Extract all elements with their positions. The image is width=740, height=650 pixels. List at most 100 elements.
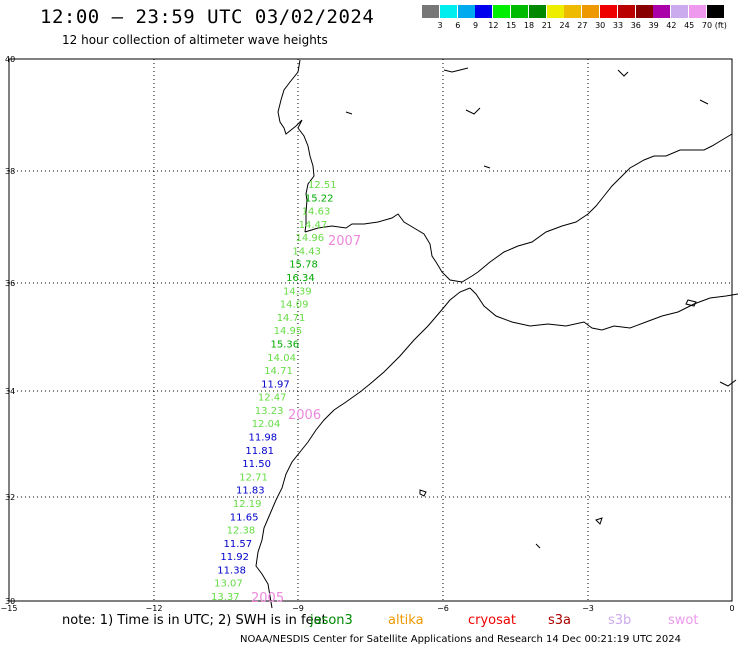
legend-label: 33	[612, 21, 624, 30]
legend-label: 3	[437, 21, 443, 30]
wave-height-label: 13.07	[214, 579, 243, 590]
legend-swatch	[689, 5, 706, 18]
longitude-tick-label: −12	[146, 604, 163, 613]
legend-swatch	[582, 5, 600, 18]
wave-height-label: 14.95	[274, 326, 303, 337]
longitude-labels: −15 −12 −9 −6 −3 0	[1, 604, 735, 613]
legend-swatch	[600, 5, 617, 18]
coastline-algarve-cadiz	[304, 213, 479, 283]
wave-height-label: 14.39	[283, 286, 312, 297]
latitude-tick-label: 32	[5, 493, 15, 502]
wave-height-label: 11.98	[249, 433, 278, 444]
pass-time-label: 2006	[288, 408, 321, 423]
legend-label: 21	[541, 21, 552, 30]
satellite-label: s3a	[548, 613, 572, 628]
coastline-island	[699, 99, 709, 105]
longitude-tick-label: 0	[729, 604, 734, 613]
legend-swatch	[493, 5, 511, 18]
coastline-portugal	[277, 59, 315, 233]
coastline-island	[685, 299, 697, 307]
wave-height-label: 11.57	[224, 539, 253, 550]
coastline-island	[595, 517, 603, 525]
legend-label: 27	[577, 21, 588, 30]
legend-swatch	[617, 5, 635, 18]
legend-label: 36	[630, 21, 641, 30]
credit-line: NOAA/NESDIS Center for Satellite Applica…	[240, 634, 682, 645]
wave-height-label: 11.97	[261, 379, 290, 390]
wave-height-label: 11.83	[236, 486, 265, 497]
wave-height-label: 12.19	[233, 499, 262, 510]
wave-height-label: 12.51	[308, 180, 337, 191]
legend-label: 18	[523, 21, 535, 30]
legend-label: 6	[455, 21, 461, 30]
wave-height-labels: 12.51 15.22 14.63 14.47 14.96 14.43 15.78 16.34…	[211, 180, 337, 603]
wave-height-label: 12.47	[258, 393, 287, 404]
coastline-island	[443, 67, 469, 73]
satellite-label: cryosat	[468, 613, 516, 628]
coastline-island	[465, 107, 481, 115]
legend-label: 30	[595, 21, 606, 30]
wave-height-label: 14.09	[280, 300, 309, 311]
legend-swatch	[511, 5, 528, 18]
legend-swatch	[439, 5, 457, 18]
satellite-label: altika	[388, 613, 424, 628]
legend-swatch	[528, 5, 546, 18]
page-subtitle: 12 hour collection of altimeter wave hei…	[62, 33, 328, 47]
wave-height-label: 14.63	[302, 207, 331, 218]
wave-height-label: 12.38	[227, 526, 256, 537]
legend-label: 15	[506, 21, 517, 30]
wave-height-label: 14.43	[292, 247, 321, 258]
wave-height-label: 13.37	[211, 592, 240, 603]
wave-height-label: 14.71	[277, 313, 306, 324]
coastline-morocco-atlantic	[255, 287, 471, 609]
wave-height-label: 11.81	[245, 446, 274, 457]
pass-time-label: 2007	[328, 234, 361, 249]
legend-swatch	[422, 5, 439, 18]
wave-height-label: 11.38	[217, 565, 246, 576]
legend-label: 9	[473, 21, 479, 30]
legend-label: 45	[684, 21, 695, 30]
legend-swatch	[635, 5, 653, 18]
wave-height-label: 15.78	[289, 260, 318, 271]
latitude-tick-label: 30	[5, 597, 15, 606]
wave-height-label: 14.96	[296, 233, 325, 244]
satellite-label: s3b	[608, 613, 632, 628]
legend-unit: (ft)	[714, 21, 727, 30]
legend-label: 24	[559, 21, 570, 30]
wave-height-label: 13.23	[255, 406, 284, 417]
satellite-label: jason3	[310, 613, 353, 628]
coastline-island	[617, 69, 629, 77]
legend-swatch	[457, 5, 475, 18]
lat-lon-grid	[9, 59, 732, 601]
pass-labels: 2007 2006 2005	[251, 234, 361, 606]
longitude-tick-label: −9	[292, 604, 304, 613]
latitude-tick-label: 40	[5, 55, 15, 64]
coastline-island	[345, 111, 353, 115]
longitude-tick-label: −6	[437, 604, 449, 613]
legend-swatch	[475, 5, 493, 18]
latitude-tick-label: 36	[5, 279, 15, 288]
coastline-island	[719, 379, 737, 387]
wave-height-label: 11.65	[230, 512, 259, 523]
map-frame	[8, 58, 733, 602]
satellite-label: swot	[668, 613, 699, 628]
legend-swatch	[546, 5, 564, 18]
legend-label: 70	[701, 21, 713, 30]
wave-height-label: 12.04	[252, 419, 281, 430]
wave-height-label: 14.04	[267, 353, 296, 364]
legend-label: 12	[488, 21, 499, 30]
wave-height-label: 16.34	[286, 273, 315, 284]
longitude-tick-label: −15	[1, 604, 18, 613]
longitude-tick-label: −3	[582, 604, 594, 613]
wave-height-label: 11.92	[220, 552, 249, 563]
wave-height-label: 14.47	[299, 220, 328, 231]
coastline-africa-north	[469, 287, 739, 331]
wave-height-label: 15.36	[271, 340, 300, 351]
coastline	[255, 59, 739, 609]
legend-swatch	[706, 5, 724, 18]
legend-swatch	[564, 5, 582, 18]
legend-label: 42	[666, 21, 677, 30]
wave-height-label: 11.50	[242, 459, 271, 470]
legend-swatch	[653, 5, 671, 18]
coastline-spain-med	[477, 133, 733, 273]
